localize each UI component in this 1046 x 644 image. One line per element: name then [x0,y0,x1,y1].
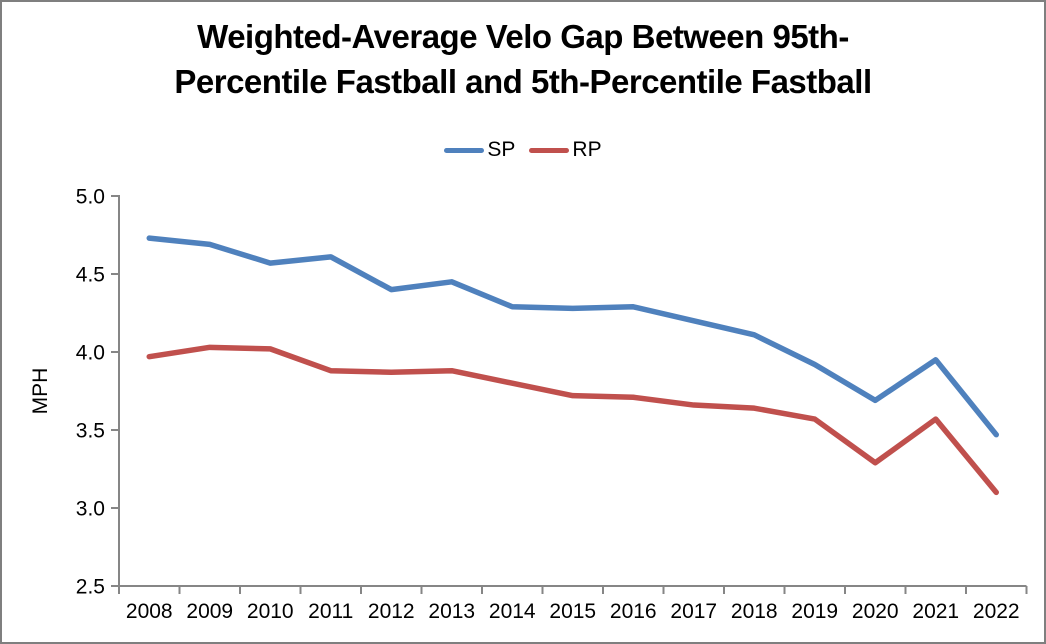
rp-data-line [146,344,999,496]
chart-title-line-2: Percentile Fastball and 5th-Percentile F… [174,63,872,100]
y-tick-label: 2.5 [76,576,105,599]
rp-legend-label: RP [572,138,602,161]
chart-title-line-1: Weighted-Average Velo Gap Between 95th- [197,18,849,55]
legend-item-sp: SP [444,138,515,162]
y-tick-label: 5.0 [76,186,105,209]
rp-line-swatch-icon [529,147,570,153]
chart-title: Weighted-Average Velo Gap Between 95th- … [2,14,1044,104]
x-tick-label: 2012 [368,600,415,623]
x-tick-label: 2021 [912,600,959,623]
y-tick-label: 4.5 [76,264,105,287]
x-tick-label: 2020 [852,600,899,623]
x-tick-label: 2016 [610,600,657,623]
x-tick-label: 2022 [973,600,1020,623]
sp-line-swatch-icon [444,147,485,153]
x-tick-label: 2010 [247,600,294,623]
x-tick-label: 2009 [186,600,233,623]
y-tick-label: 3.5 [76,420,105,443]
x-tick-label: 2015 [549,600,596,623]
x-tick-label: 2008 [126,600,173,623]
y-tick-label: 4.0 [76,342,105,365]
legend: SP RP [2,138,1044,162]
x-tick-label: 2011 [308,600,353,623]
sp-data-line [146,235,999,438]
y-axis-title: MPH [29,368,52,415]
x-tick-label: 2018 [731,600,778,623]
x-tick-label: 2013 [428,600,475,623]
sp-legend-label: SP [487,138,516,161]
x-tick-label: 2014 [489,600,536,623]
legend-item-rp: RP [529,138,602,162]
x-tick-label: 2019 [791,600,838,623]
y-tick-label: 3.0 [76,498,105,521]
x-tick-label: 2017 [670,600,717,623]
